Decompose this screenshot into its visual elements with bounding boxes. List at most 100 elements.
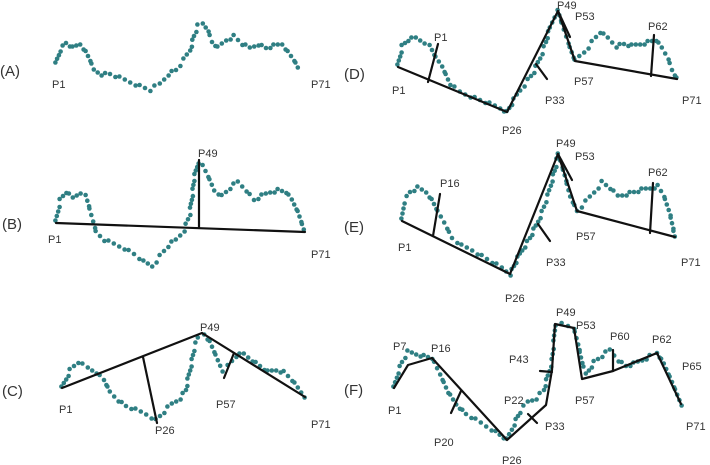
track-point — [85, 53, 91, 59]
track-point — [537, 390, 542, 396]
track-point — [538, 215, 543, 221]
track-point — [529, 398, 535, 403]
track-point — [449, 235, 455, 241]
track-point — [600, 354, 605, 360]
track-point — [203, 25, 208, 30]
track-point — [528, 73, 534, 79]
track-point — [617, 41, 622, 47]
track-point — [448, 82, 453, 88]
point-label-f-p57: P57 — [575, 395, 595, 407]
track-point — [192, 348, 197, 354]
perpendicular-f-p22 — [526, 412, 539, 425]
point-label-f-p62: P62 — [652, 334, 672, 346]
track-point — [629, 42, 634, 47]
point-label-e-p62: P62 — [648, 167, 668, 179]
track-point — [87, 206, 92, 211]
track-point — [211, 188, 217, 193]
segments-f — [392, 322, 683, 442]
track-point — [439, 64, 445, 69]
track-point — [169, 239, 174, 244]
segment-e-main — [400, 152, 677, 276]
track-point — [541, 204, 547, 209]
track-point — [267, 190, 273, 195]
panel-e: (E) P1 P16 P26 P33 P49 P53 P57 P62 P71 — [344, 138, 701, 305]
track-point — [241, 351, 247, 356]
track-point — [173, 399, 179, 404]
track-point — [293, 60, 298, 65]
track-point — [545, 373, 551, 378]
track-point — [85, 198, 90, 203]
track-point — [460, 407, 465, 413]
track-point — [609, 40, 615, 45]
track-point — [534, 397, 539, 402]
track-point — [191, 33, 197, 39]
track-point — [190, 186, 195, 191]
track-point — [397, 54, 403, 59]
track-point — [275, 42, 281, 47]
track-point — [53, 60, 58, 65]
track-point — [523, 245, 528, 250]
track-point — [185, 383, 190, 389]
track-point — [228, 186, 233, 192]
track-point — [97, 233, 103, 239]
track-point — [399, 216, 404, 221]
track-point — [469, 415, 474, 421]
track-point — [286, 192, 291, 197]
track-point — [187, 368, 193, 373]
point-label-f-p53: P53 — [576, 320, 596, 332]
perpendicular-e-p62 — [648, 181, 655, 235]
track-point — [464, 245, 470, 250]
track-point — [621, 41, 627, 47]
track-point — [67, 366, 72, 372]
track-point — [295, 385, 301, 390]
track-point — [412, 188, 417, 194]
track-point — [285, 373, 291, 379]
track-point — [396, 58, 402, 63]
point-label-c-p1: P1 — [59, 404, 72, 416]
track-point — [291, 202, 297, 207]
track-point — [161, 77, 167, 82]
track-point — [269, 368, 275, 373]
track-point — [671, 228, 676, 234]
track-point — [281, 368, 286, 374]
track-point — [63, 40, 69, 46]
track-point — [77, 42, 83, 47]
point-label-f-p43: P43 — [509, 354, 529, 366]
panel-label-e: (E) — [344, 219, 364, 236]
track-point — [131, 251, 137, 257]
track-point — [402, 201, 407, 206]
track-point — [619, 359, 624, 365]
track-point — [633, 42, 639, 47]
track-point — [213, 352, 218, 357]
track-point — [220, 369, 225, 374]
track-point — [83, 48, 88, 54]
track-point — [195, 22, 200, 27]
track-point — [253, 359, 258, 365]
track-point — [447, 392, 453, 397]
track-point — [434, 365, 440, 371]
track-point — [143, 412, 149, 417]
track-point — [545, 36, 550, 41]
track-point — [259, 192, 264, 197]
track-point — [231, 32, 236, 38]
track-point — [127, 80, 133, 85]
point-label-d-p62: P62 — [648, 21, 668, 33]
track-point — [288, 53, 294, 59]
track-point — [279, 42, 285, 47]
track-point — [259, 42, 264, 48]
track-point — [272, 190, 277, 195]
track-point — [148, 88, 153, 94]
track-point — [399, 359, 405, 365]
point-label-e-p26: P26 — [505, 293, 525, 305]
track-point — [404, 193, 409, 199]
track-point — [60, 43, 65, 48]
perpendicular-c-p26 — [141, 355, 159, 425]
point-label-f-p16: P16 — [431, 343, 451, 355]
track-point — [191, 182, 196, 188]
track-point — [436, 59, 442, 64]
track-point — [188, 212, 193, 218]
track-point — [554, 164, 559, 170]
track-point — [459, 242, 464, 247]
track-point — [165, 404, 170, 409]
track-point — [195, 335, 201, 340]
